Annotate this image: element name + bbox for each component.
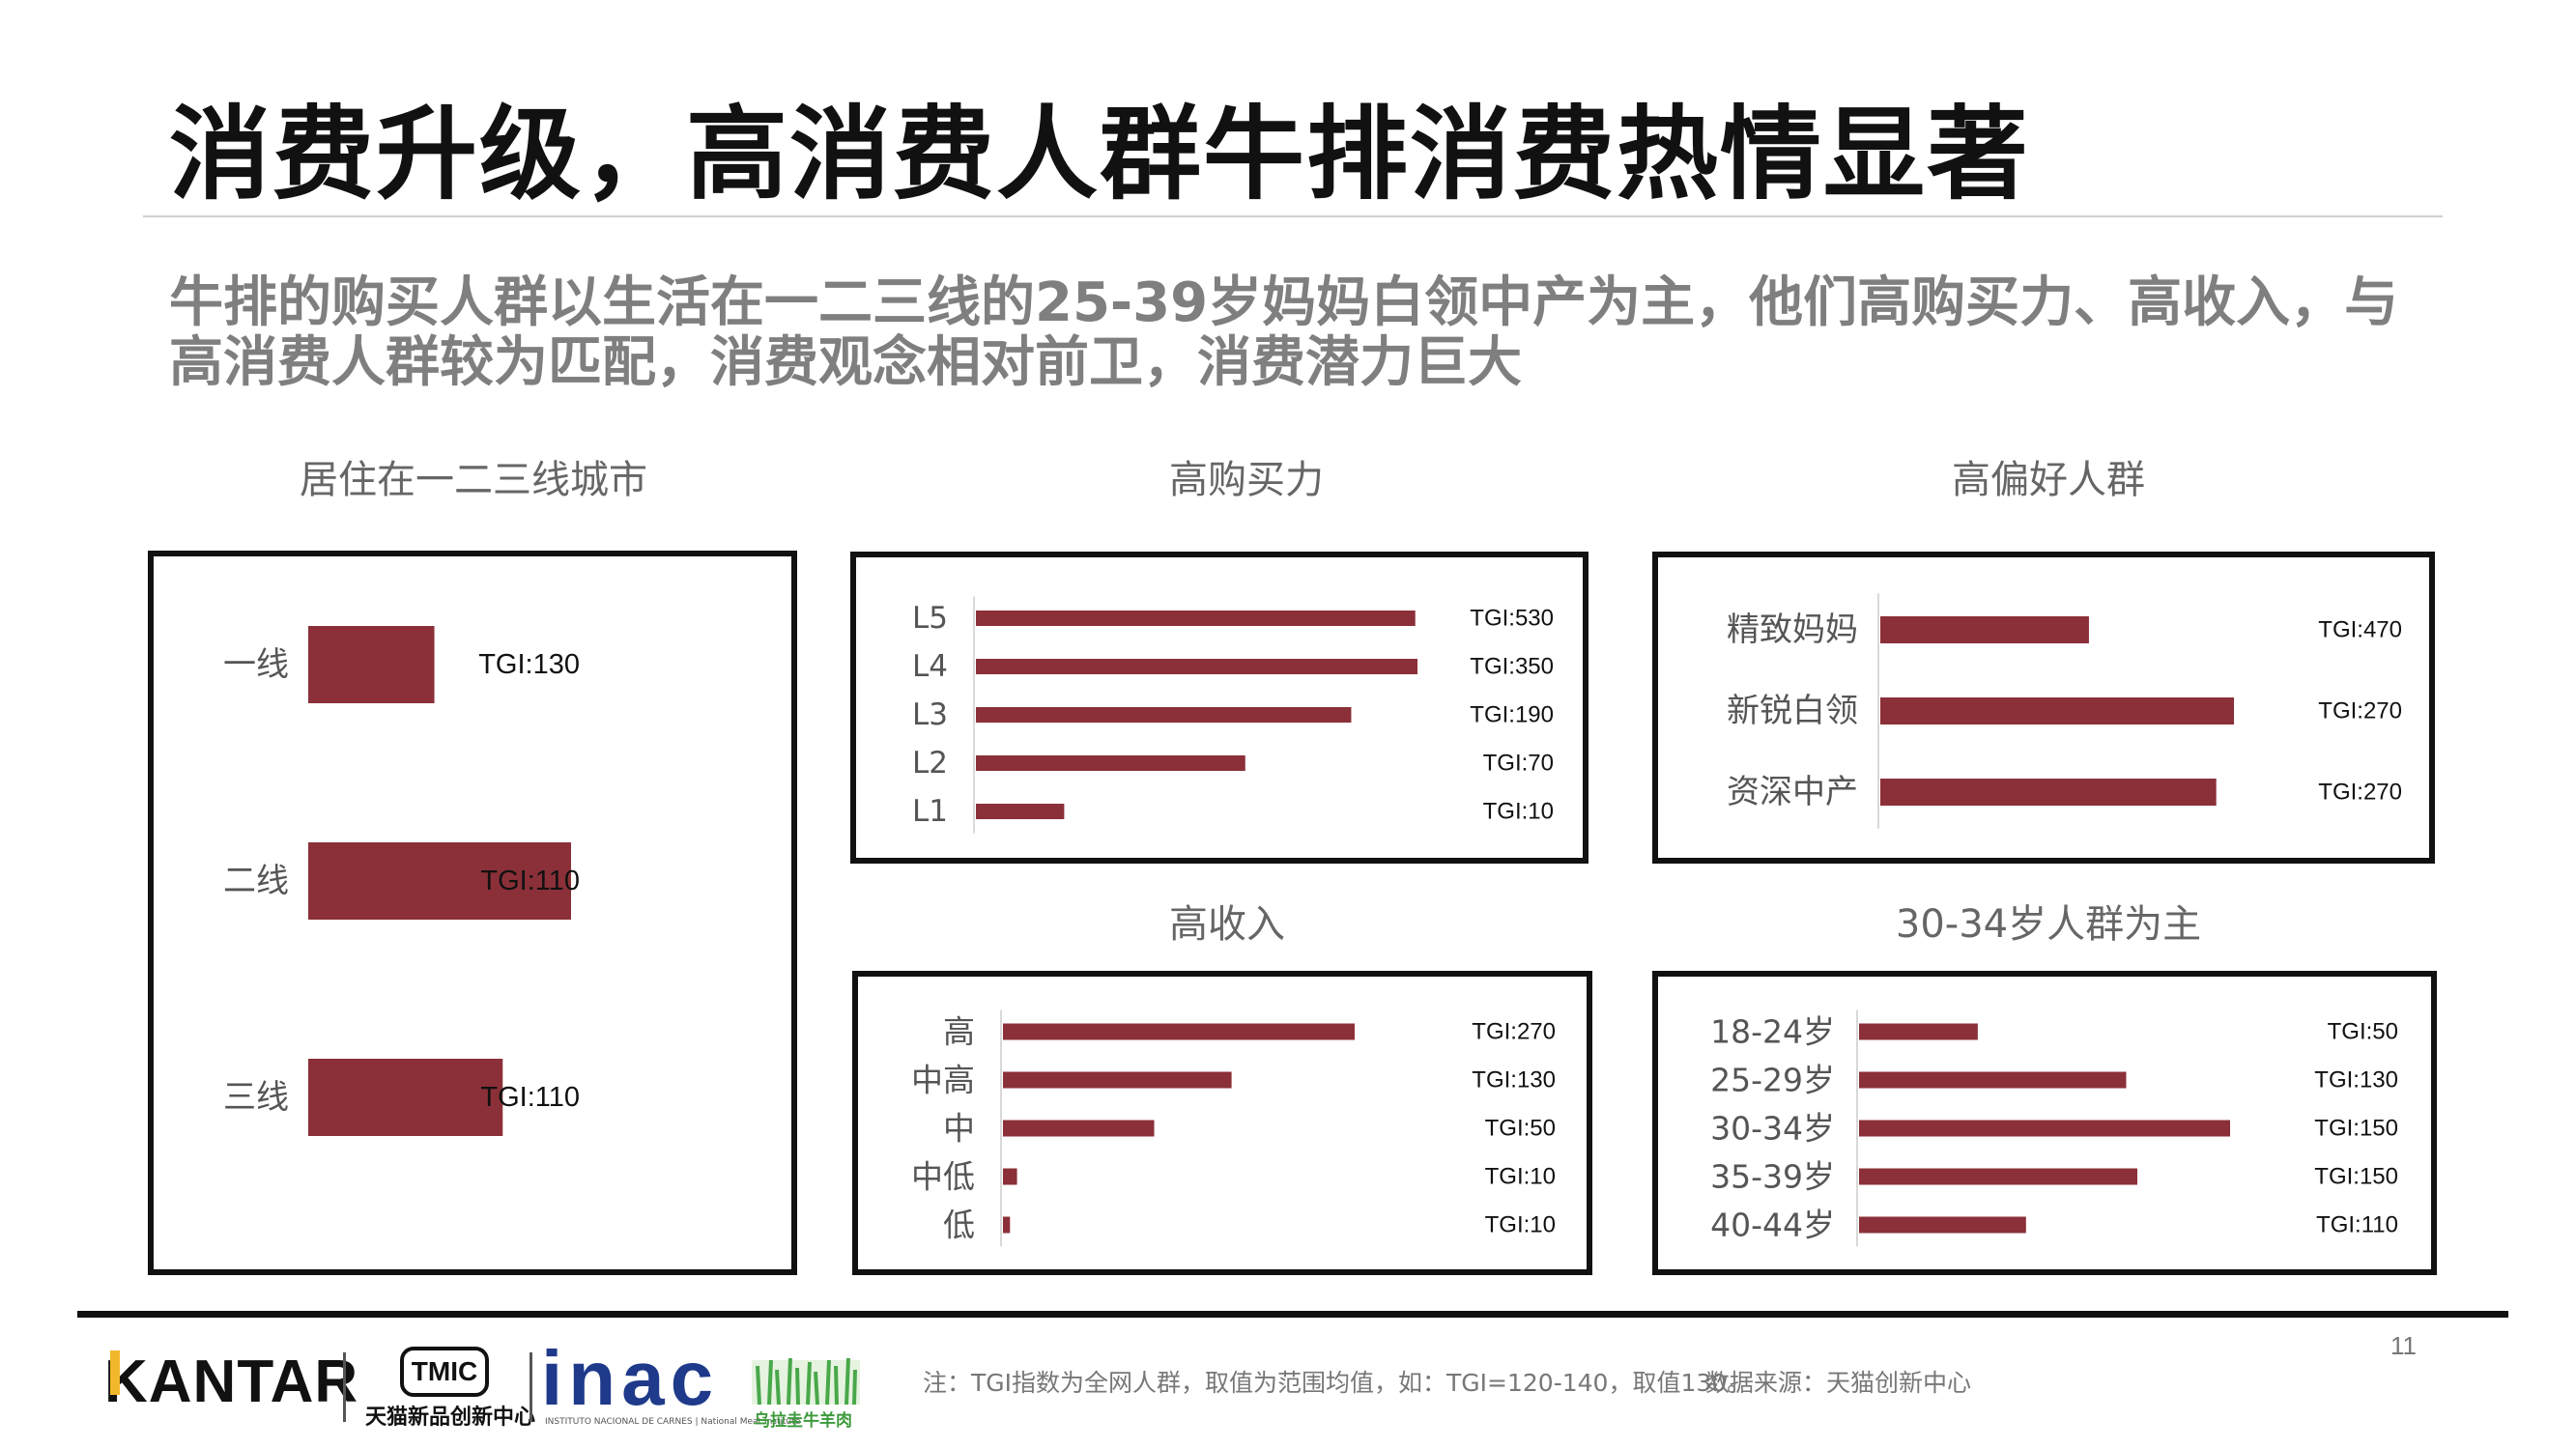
- category-label: 三线: [223, 1078, 289, 1117]
- chart-bar: [1859, 1216, 2026, 1234]
- chart-bar: [1003, 1168, 1017, 1185]
- data-label: TGI:50: [1485, 1116, 1556, 1142]
- data-source: 数据来源：天猫创新中心: [1705, 1369, 1972, 1397]
- chart-bar: [1880, 697, 2234, 724]
- chart-age-svg: 18-24岁 TGI:50 25-29岁 TGI:130 30-34岁 TGI:150 35…: [1710, 1009, 2398, 1247]
- category-label: 18-24岁: [1710, 1013, 1835, 1051]
- chart-title-city: 居住在一二三线城市: [300, 458, 647, 502]
- category-label: L3: [912, 697, 948, 732]
- tmic-logo: TMIC 天猫新品创新中心: [365, 1347, 535, 1430]
- chart-panel-preference: 精致妈妈 TGI:470 新锐白领 TGI:270 资深中产 TGI:270: [1652, 552, 2435, 864]
- category-label: 二线: [223, 862, 289, 900]
- category-label: 40-44岁: [1710, 1207, 1835, 1244]
- category-label: 一线: [223, 645, 289, 684]
- data-label: TGI:10: [1485, 1212, 1556, 1238]
- data-label: TGI:270: [1472, 1019, 1556, 1045]
- data-label: TGI:10: [1485, 1164, 1556, 1190]
- tmic-name: 天猫新品创新中心: [365, 1406, 536, 1430]
- chart-bar: [1859, 1168, 2137, 1185]
- chart-title-income: 高收入: [1169, 902, 1285, 947]
- chart-bar: [976, 611, 1416, 626]
- chart-bar: [976, 804, 1065, 819]
- category-label: L1: [912, 794, 948, 829]
- chart-panel-income: 高 TGI:270 中高 TGI:130 中 TGI:50 中低 TGI:10 低 TGI:10: [852, 971, 1592, 1275]
- category-label: 新锐白领: [1727, 692, 1858, 730]
- category-label: 30-34岁: [1710, 1110, 1835, 1148]
- chart-purchasing-svg: L5 TGI:530 L4 TGI:350 L3 TGI:190 L2 TGI:70 L1 TGI…: [912, 596, 1554, 834]
- chart-city-svg: 一线 TGI:130 二线 TGI:110 三线 TGI:110: [223, 626, 580, 1136]
- category-label: L2: [912, 746, 948, 781]
- data-label: TGI:130: [1472, 1067, 1556, 1094]
- data-label: TGI:150: [2314, 1116, 2398, 1142]
- chart-bar: [1859, 1071, 2127, 1089]
- chart-panel-age: 18-24岁 TGI:50 25-29岁 TGI:130 30-34岁 TGI:150 35…: [1652, 971, 2437, 1275]
- page-title: 消费升级，高消费人群牛排消费热情显著: [169, 96, 2031, 213]
- footnote: 注：TGI指数为全网人群，取值为范围均值，如：TGI=120-140，取值130…: [923, 1369, 1752, 1397]
- data-label: TGI:110: [480, 866, 580, 896]
- logo-separator: [530, 1352, 532, 1422]
- tmic-badge: TMIC: [400, 1347, 489, 1397]
- chart-title-age: 30-34岁人群为主: [1895, 902, 2202, 947]
- data-label: TGI:130: [478, 649, 580, 680]
- chart-bar: [1003, 1120, 1155, 1137]
- chart-bar: [976, 659, 1417, 674]
- chart-bar: [1859, 1023, 1978, 1040]
- chart-bar: [308, 626, 435, 703]
- category-label: 精致妈妈: [1727, 611, 1858, 649]
- chart-title-preference: 高偏好人群: [1952, 458, 2145, 502]
- chart-bar: [1880, 779, 2217, 806]
- page-subtitle: 牛排的购买人群以生活在一二三线的25-39岁妈妈白领中产为主，他们高购买力、高收…: [169, 271, 2399, 394]
- category-label: 35-39岁: [1710, 1158, 1835, 1196]
- footer-divider: [77, 1311, 2508, 1318]
- page-number: 11: [2390, 1331, 2417, 1360]
- chart-bar: [976, 755, 1245, 771]
- category-label: 低: [943, 1207, 975, 1244]
- uruguay-meat-logo: 乌拉圭牛羊肉: [752, 1352, 860, 1431]
- category-label: 高: [943, 1013, 975, 1051]
- chart-income-svg: 高 TGI:270 中高 TGI:130 中 TGI:50 中低 TGI:10 低 TGI:10: [911, 1009, 1556, 1247]
- title-divider: [143, 215, 2443, 217]
- data-label: TGI:110: [2316, 1212, 2398, 1238]
- logo-separator: [343, 1352, 346, 1422]
- category-label: 中低: [911, 1158, 975, 1196]
- chart-title-purchasing: 高购买力: [1169, 458, 1324, 502]
- inac-logo: inac INSTITUTO NACIONAL DE CARNES | Nati…: [541, 1335, 801, 1428]
- chart-bar: [1003, 1071, 1232, 1089]
- chart-bar: [1859, 1120, 2230, 1137]
- chart-bar: [308, 1059, 503, 1136]
- data-label: TGI:50: [2328, 1019, 2398, 1045]
- kantar-logo: KANTAR: [104, 1349, 359, 1415]
- data-label: TGI:10: [1483, 799, 1554, 825]
- data-label: TGI:270: [2318, 780, 2402, 806]
- category-label: L5: [912, 601, 948, 636]
- data-label: TGI:270: [2318, 698, 2402, 724]
- data-label: TGI:470: [2318, 617, 2402, 643]
- category-label: 资深中产: [1727, 773, 1858, 811]
- category-label: 中高: [911, 1062, 975, 1099]
- data-label: TGI:190: [1470, 702, 1554, 728]
- chart-bar: [1003, 1023, 1355, 1040]
- category-label: 25-29岁: [1710, 1062, 1835, 1099]
- chart-bar: [1003, 1216, 1011, 1234]
- chart-panel-city: 一线 TGI:130 二线 TGI:110 三线 TGI:110: [148, 551, 797, 1275]
- chart-bar: [308, 842, 571, 920]
- category-label: L4: [912, 649, 948, 684]
- chart-bar: [1880, 616, 2089, 643]
- data-label: TGI:150: [2314, 1164, 2398, 1190]
- data-label: TGI:530: [1470, 606, 1554, 632]
- chart-bar: [976, 707, 1352, 723]
- data-label: TGI:350: [1470, 654, 1554, 680]
- category-label: 中: [943, 1110, 975, 1148]
- data-label: TGI:70: [1483, 751, 1554, 777]
- grass-icon: [752, 1357, 860, 1406]
- chart-panel-purchasing: L5 TGI:530 L4 TGI:350 L3 TGI:190 L2 TGI:70 L1 TGI…: [850, 552, 1589, 864]
- chart-preference-svg: 精致妈妈 TGI:470 新锐白领 TGI:270 资深中产 TGI:270: [1727, 593, 2402, 829]
- data-label: TGI:130: [2314, 1067, 2398, 1094]
- data-label: TGI:110: [480, 1082, 580, 1113]
